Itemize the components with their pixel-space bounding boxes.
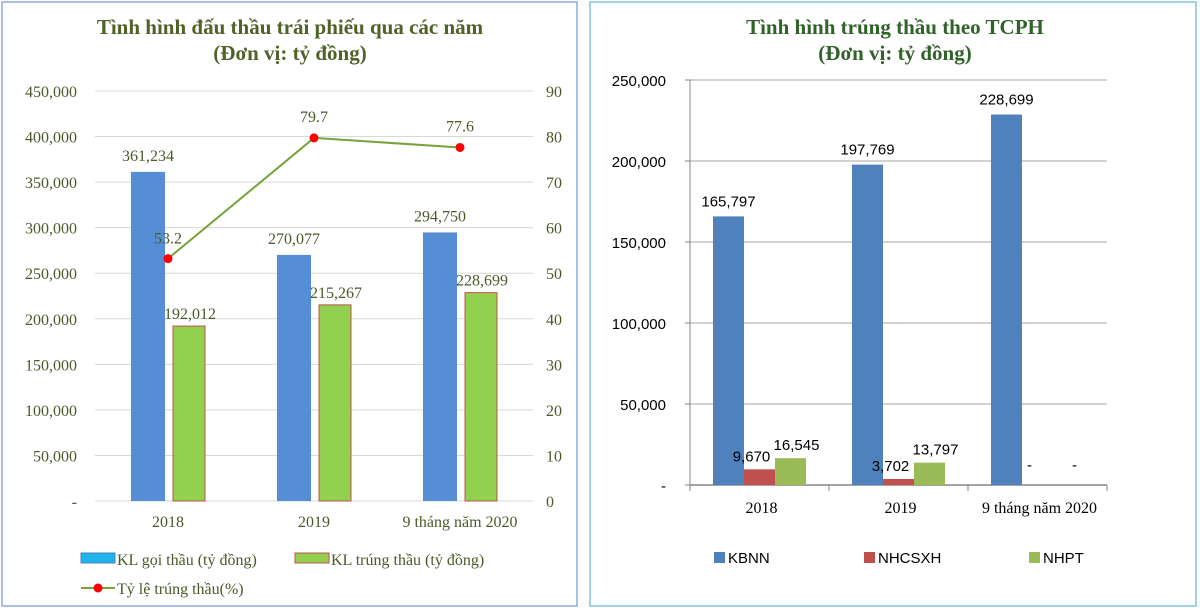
bar-data-label: 13,797 [913,442,959,459]
bar-data-label: 294,750 [414,208,466,225]
legend-label: KL trúng thầu (tỷ đồng) [331,552,484,569]
bar-data-label: 361,234 [122,148,174,165]
left-axis-tick-label: 100,000 [25,403,77,420]
bar-kl-goi-thau [131,171,165,502]
bar-data-label: - [1027,457,1032,474]
right-axis-tick-label: 80 [546,130,562,147]
legend-label: KBNN [728,550,770,567]
bar-data-label: 215,267 [310,285,362,302]
legend-swatch-nhcsxh [864,552,875,563]
bar-data-label: 9,670 [733,448,771,465]
bar-kl-goi-thau [423,232,457,501]
left-axis-tick-label: 200,000 [25,312,77,329]
bar-nhcsxh [883,479,914,485]
bar-data-label: 197,769 [840,142,894,159]
bar-data-label: - [1072,457,1077,474]
line-marker [309,133,319,143]
bar-nhpt [914,462,945,485]
bar-kbnn [852,164,883,485]
right-axis-tick-label: 60 [546,221,562,238]
y-axis-tick-label: 50,000 [620,397,666,414]
left-axis-tick-label: 300,000 [25,221,77,238]
legend-swatch-kl-trung-thau [294,552,330,564]
bar-nhcsxh [744,469,775,485]
legend-label: NHPT [1043,550,1084,567]
bar-data-label: 165,797 [701,193,755,210]
bar-nhpt [775,458,806,485]
legend-swatch-marker [93,583,103,593]
legend-label: NHCSXH [878,550,941,567]
bar-kl-trung-thau [172,325,206,502]
bar-data-label: 16,545 [774,437,820,454]
right-axis-tick-label: 70 [546,175,562,192]
right-axis-tick-label: 0 [546,494,554,511]
line-data-label: 77.6 [446,118,474,135]
bar-data-label: 3,702 [872,458,910,475]
bar-kbnn [991,114,1022,485]
bar-data-label: 228,699 [456,273,508,290]
bar-kl-trung-thau [464,292,498,502]
right-axis-tick-label: 40 [546,312,562,329]
x-axis-category-label: 2019 [298,514,330,531]
line-data-label: 79.7 [300,109,328,126]
bar-data-label: 192,012 [164,306,216,323]
bar-data-label: 270,077 [268,231,320,248]
x-axis-category-label: 2018 [152,514,184,531]
legend-label: KL gọi thầu (tỷ đồng) [117,552,257,569]
x-axis-category-label: 9 tháng năm 2020 [402,514,517,531]
legend-label: Tỷ lệ trúng thầu(%) [117,581,244,598]
bar-kl-trung-thau [318,304,352,502]
x-axis-category-label: 2019 [885,500,917,517]
line-marker [455,142,465,152]
y-axis-tick-label: 250,000 [612,73,666,90]
y-axis-tick-label: 100,000 [612,316,666,333]
legend-swatch-nhpt [1029,552,1040,563]
bar-kbnn [713,216,744,485]
x-axis-category-label: 2018 [746,500,778,517]
left-chart-title: Tình hình đấu thầu trái phiếu qua các nă… [97,15,484,39]
left-axis-tick-label: 450,000 [25,84,77,101]
left-axis-tick-label: - [72,494,77,511]
left-chart-subtitle: (Đơn vị: tỷ đồng) [213,41,366,65]
y-axis-tick-label: 150,000 [612,235,666,252]
right-chart-title: Tình hình trúng thầu theo TCPH [746,15,1044,39]
left-axis-tick-label: 400,000 [25,130,77,147]
x-axis-category-label: 9 tháng năm 2020 [982,500,1097,517]
right-chart-frame [589,1,1197,607]
left-chart-frame [1,1,578,607]
line-marker [163,254,173,264]
right-axis-tick-label: 30 [546,357,562,374]
line-data-label: 53.2 [154,231,182,248]
right-axis-tick-label: 90 [546,84,562,101]
left-axis-tick-label: 350,000 [25,175,77,192]
right-axis-tick-label: 50 [546,266,562,283]
bar-kl-goi-thau [277,254,311,501]
right-chart-subtitle: (Đơn vị: tỷ đồng) [818,41,971,65]
bar-data-label: 228,699 [979,92,1033,109]
left-axis-tick-label: 50,000 [33,448,77,465]
legend-swatch-kbnn [714,552,725,563]
y-axis-tick-label: 200,000 [612,154,666,171]
legend-swatch-kl-goi-thau [80,552,116,564]
left-axis-tick-label: 150,000 [25,357,77,374]
left-axis-tick-label: 250,000 [25,266,77,283]
right-axis-tick-label: 10 [546,448,562,465]
right-axis-tick-label: 20 [546,403,562,420]
y-axis-tick-label: - [661,478,666,495]
